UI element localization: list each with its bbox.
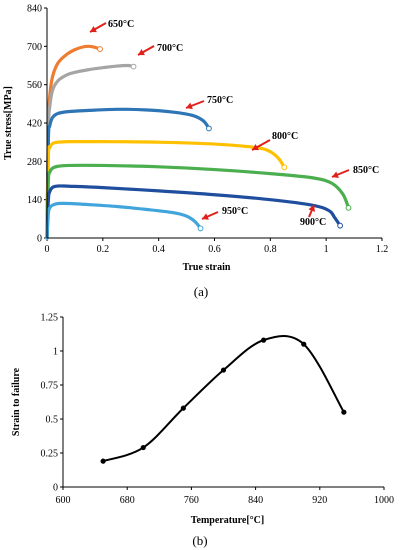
series-end-marker bbox=[197, 225, 204, 232]
series-800c bbox=[45, 139, 288, 240]
chart-b-series bbox=[100, 335, 347, 464]
chart-b-y-tick-label: 0.75 bbox=[41, 381, 59, 392]
chart-a-y-tick-label: 700 bbox=[27, 42, 42, 53]
chart-a-y-tick-label: 560 bbox=[27, 80, 42, 91]
series-end-marker bbox=[97, 46, 103, 52]
curve-label: 700°C bbox=[157, 43, 183, 54]
series-line bbox=[45, 184, 342, 240]
curve-label: 650°C bbox=[108, 19, 134, 30]
curve-label-group: 900°C bbox=[300, 204, 326, 228]
series-line bbox=[45, 163, 351, 240]
data-point bbox=[180, 405, 186, 411]
series-line bbox=[45, 201, 203, 240]
data-point bbox=[301, 341, 307, 347]
red-arrowhead-icon bbox=[186, 102, 193, 110]
chart-a-x-tick-label: 0.2 bbox=[97, 244, 110, 255]
strain-to-failure-chart: Strain to failure Temperature[°C] 00.250… bbox=[11, 313, 394, 549]
data-point bbox=[220, 367, 227, 373]
series-end-marker bbox=[345, 204, 352, 211]
data-point bbox=[100, 458, 106, 464]
curve-label: 750°C bbox=[207, 95, 233, 106]
chart-b-x-tick-label: 760 bbox=[184, 495, 199, 506]
series-line bbox=[45, 107, 211, 240]
chart-b-y-tick-label: 0 bbox=[53, 483, 58, 494]
chart-a-x-tick-label: 1.2 bbox=[376, 244, 389, 255]
curve-label: 800°C bbox=[272, 131, 298, 142]
chart-b-x-tick-label: 840 bbox=[248, 495, 263, 506]
chart-a-x-tick-label: 1 bbox=[324, 244, 329, 255]
chart-a-y-tick-label: 840 bbox=[27, 4, 42, 15]
strain-to-failure-line bbox=[102, 335, 345, 463]
series-end-marker bbox=[130, 63, 137, 70]
red-arrowhead-icon bbox=[252, 144, 259, 151]
series-700c bbox=[45, 63, 137, 240]
series-750c bbox=[45, 107, 212, 240]
chart-b-y-tick-label: 0.25 bbox=[41, 449, 59, 460]
series-end-marker bbox=[206, 125, 212, 132]
data-point bbox=[261, 337, 267, 343]
curve-label: 950°C bbox=[222, 206, 248, 217]
curve-label-group: 800°C bbox=[251, 131, 298, 151]
chart-b-y-tick-label: 0.5 bbox=[46, 415, 59, 426]
chart-a-series bbox=[45, 44, 352, 240]
panel-label-a: (a) bbox=[194, 284, 208, 299]
series-850c bbox=[45, 163, 352, 240]
chart-a-curve-labels: 650°C 700°C 750°C 800°C 850°C 900°C 950°C bbox=[89, 19, 379, 228]
curve-label-group: 750°C bbox=[185, 95, 233, 110]
panel-label-b: (b) bbox=[192, 533, 207, 548]
chart-b-x-tick-label: 680 bbox=[120, 495, 135, 506]
series-900c bbox=[45, 184, 344, 240]
chart-a-y-tick-label: 0 bbox=[37, 234, 42, 245]
chart-b-y-axis-label: Strain to failure bbox=[11, 367, 22, 436]
stress-strain-chart: True stress[MPa] True strain 0 140 280 420 5… bbox=[3, 4, 388, 300]
chart-a-y-tick-label: 280 bbox=[27, 157, 42, 168]
series-end-marker bbox=[337, 222, 344, 229]
curve-label: 900°C bbox=[300, 217, 326, 228]
chart-b-y-tick-label: 1.25 bbox=[41, 313, 59, 324]
chart-a-x-axis-label: True strain bbox=[183, 262, 231, 273]
series-end-marker bbox=[281, 164, 288, 171]
curve-label-group: 850°C bbox=[331, 165, 379, 178]
chart-b-x-axis-label: Temperature[°C] bbox=[191, 515, 264, 526]
chart-a-x-tick-label: 0.8 bbox=[264, 244, 277, 255]
red-arrowhead-icon bbox=[308, 205, 315, 212]
curve-label-group: 950°C bbox=[201, 206, 248, 220]
data-point bbox=[341, 409, 347, 415]
chart-a-y-tick-label: 420 bbox=[27, 119, 42, 130]
chart-b-x-tick-label: 600 bbox=[56, 495, 71, 506]
red-arrowhead-icon bbox=[202, 213, 209, 220]
chart-b-x-tick-label: 920 bbox=[312, 495, 327, 506]
red-arrowhead-icon bbox=[332, 171, 339, 178]
chart-b-y-tick-label: 1 bbox=[53, 347, 58, 358]
red-arrowhead-icon bbox=[90, 26, 97, 33]
series-line bbox=[45, 139, 286, 240]
curve-label-group: 650°C bbox=[89, 19, 134, 33]
red-arrowhead-icon bbox=[138, 49, 145, 56]
data-point bbox=[140, 444, 146, 451]
chart-a-ticks: 0 140 280 420 560 700 840 0 0.2 0.4 0.6 0.8 1 1.2 bbox=[27, 4, 388, 256]
curve-label-group: 700°C bbox=[137, 43, 183, 56]
series-950c bbox=[45, 201, 204, 240]
chart-a-y-axis-label: True stress[MPa] bbox=[3, 86, 14, 160]
series-line bbox=[45, 63, 136, 240]
chart-a-x-tick-label: 0 bbox=[45, 244, 50, 255]
chart-a-x-tick-label: 0.6 bbox=[208, 244, 221, 255]
chart-b-x-tick-label: 1000 bbox=[374, 495, 394, 506]
chart-b-ticks: 0 0.25 0.5 0.75 1 1.25 600 680 760 840 920 1000 bbox=[41, 313, 395, 507]
chart-a-x-tick-label: 0.4 bbox=[152, 244, 165, 255]
curve-label: 850°C bbox=[353, 165, 379, 176]
chart-a-y-tick-label: 140 bbox=[27, 195, 42, 206]
